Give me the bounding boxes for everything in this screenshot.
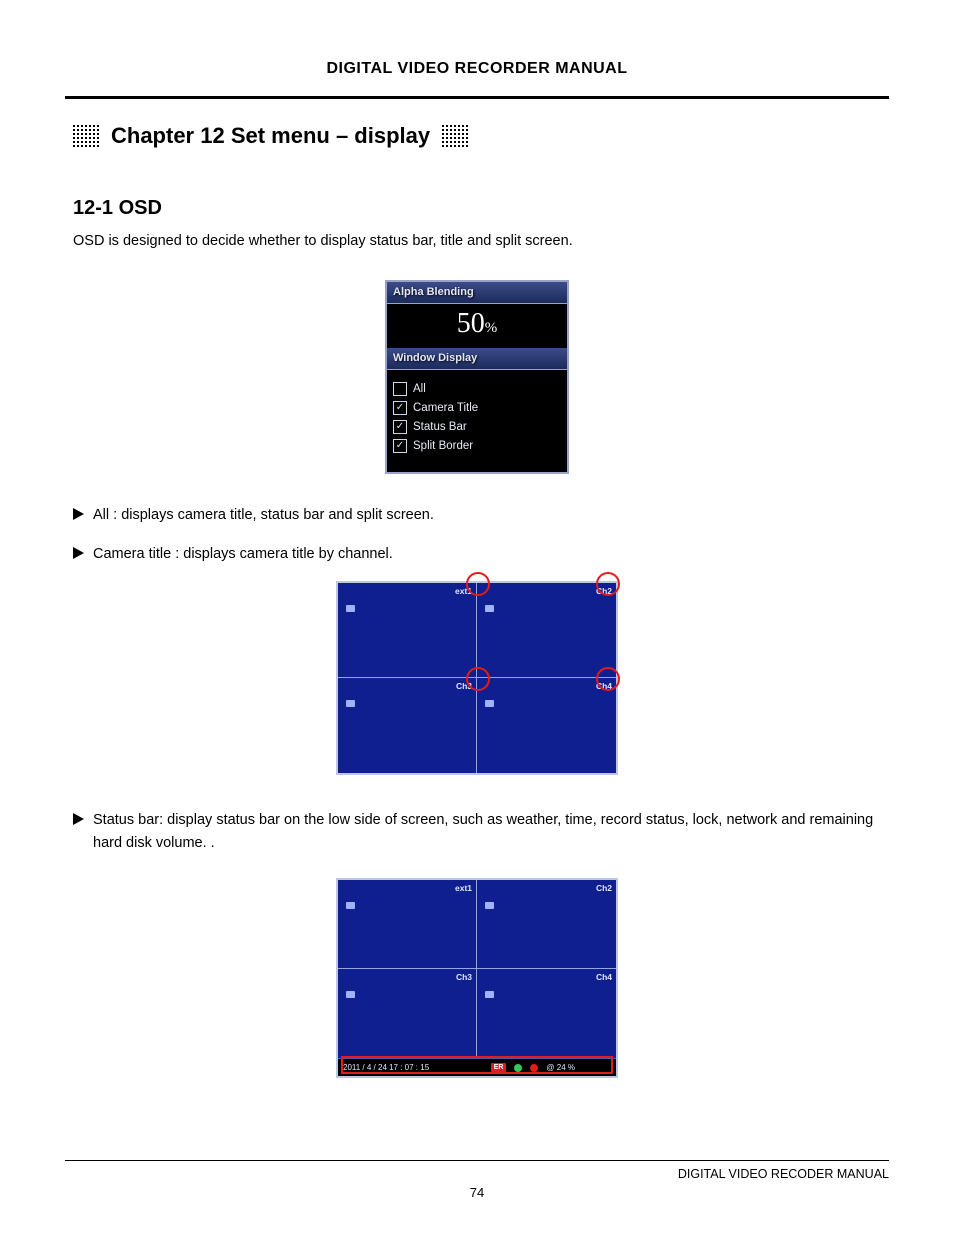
triangle-bullet-icon	[73, 813, 84, 825]
osd-panel-body: All ✓ Camera Title ✓ Status Bar ✓ Split …	[387, 370, 567, 472]
osd-alpha-suffix: %	[485, 320, 498, 336]
osd-row-all[interactable]: All	[393, 382, 561, 396]
section-intro: OSD is designed to decide whether to dis…	[73, 230, 881, 252]
status-green-icon	[514, 1064, 522, 1072]
camera-icon	[485, 991, 494, 998]
osd-label-status-bar: Status Bar	[413, 421, 467, 433]
channel-label-1: ext1	[455, 883, 472, 893]
bullet-camera-title: Camera title : displays camera title by …	[73, 543, 881, 565]
camera-icon	[346, 902, 355, 909]
dvr-cell-2: Ch2	[477, 583, 616, 678]
bullet-status-bar: Status bar: display status bar on the lo…	[73, 809, 881, 854]
osd-alpha-heading: Alpha Blending	[387, 282, 567, 304]
channel-label-2: Ch2	[596, 586, 612, 596]
dvr-grid: ext1 Ch2 Ch3 Ch4	[338, 880, 616, 1058]
camera-icon	[485, 605, 494, 612]
bullet-all-text: All : displays camera title, status bar …	[93, 504, 434, 526]
channel-label-4: Ch4	[596, 972, 612, 982]
triangle-bullet-icon	[73, 508, 84, 520]
osd-label-all: All	[413, 383, 426, 395]
status-red-icon	[530, 1064, 538, 1072]
checkbox-camera-title[interactable]: ✓	[393, 401, 407, 415]
bullet-all: All : displays camera title, status bar …	[73, 504, 881, 526]
osd-window-heading: Window Display	[387, 348, 567, 370]
footer-rule	[65, 1160, 889, 1161]
status-er-badge: ER	[491, 1063, 507, 1072]
channel-label-3: Ch3	[456, 972, 472, 982]
dvr-cell-4: Ch4	[477, 969, 616, 1058]
camera-icon	[346, 991, 355, 998]
bullet-camera-title-text: Camera title : displays camera title by …	[93, 543, 393, 565]
dvr-cell-4: Ch4	[477, 678, 616, 773]
osd-panel-figure: Alpha Blending 50% Window Display All ✓ …	[73, 280, 881, 474]
triangle-bullet-icon	[73, 547, 84, 559]
camera-icon	[346, 700, 355, 707]
chapter-title: Chapter 12 Set menu – display	[111, 123, 430, 149]
footer-text: DIGITAL VIDEO RECODER MANUAL	[65, 1167, 889, 1181]
header-rule	[65, 96, 889, 99]
osd-alpha-number: 50	[457, 308, 485, 339]
osd-alpha-value[interactable]: 50%	[387, 304, 567, 348]
dvr-cell-3: Ch3	[338, 969, 477, 1058]
page-footer: DIGITAL VIDEO RECODER MANUAL 74	[65, 1148, 889, 1200]
camera-icon	[346, 605, 355, 612]
channel-label-1: ext1	[455, 586, 472, 596]
camera-icon	[485, 902, 494, 909]
status-disk: @ 24 %	[546, 1063, 575, 1072]
dvr-cell-1: ext1	[338, 583, 477, 678]
channel-label-3: Ch3	[456, 681, 472, 691]
checkbox-all[interactable]	[393, 382, 407, 396]
section-title: 12-1 OSD	[73, 197, 881, 220]
page-content: Chapter 12 Set menu – display 12-1 OSD O…	[65, 123, 889, 1078]
dvr-screen-2: ext1 Ch2 Ch3 Ch4 2011 / 4 / 24 17 : 07	[336, 878, 618, 1078]
ornament-left-icon	[73, 125, 99, 147]
checkbox-status-bar[interactable]: ✓	[393, 420, 407, 434]
dvr-camera-title-figure: ext1 Ch2 Ch3 Ch4	[73, 581, 881, 775]
dvr-cell-2: Ch2	[477, 880, 616, 969]
dvr-cell-1: ext1	[338, 880, 477, 969]
dvr-cell-3: Ch3	[338, 678, 477, 773]
chapter-heading-row: Chapter 12 Set menu – display	[73, 123, 881, 149]
osd-row-split-border[interactable]: ✓ Split Border	[393, 439, 561, 453]
osd-panel: Alpha Blending 50% Window Display All ✓ …	[385, 280, 569, 474]
bullet-status-bar-text: Status bar: display status bar on the lo…	[93, 809, 881, 854]
checkbox-split-border[interactable]: ✓	[393, 439, 407, 453]
dvr-status-bar-figure: ext1 Ch2 Ch3 Ch4 2011 / 4 / 24 17 : 07	[73, 878, 881, 1078]
status-datetime: 2011 / 4 / 24 17 : 07 : 15	[343, 1063, 429, 1072]
page-number: 74	[65, 1185, 889, 1200]
camera-icon	[485, 700, 494, 707]
dvr-status-bar: 2011 / 4 / 24 17 : 07 : 15 ER @ 24 %	[338, 1058, 616, 1076]
dvr-screen-1: ext1 Ch2 Ch3 Ch4	[336, 581, 618, 775]
osd-label-split-border: Split Border	[413, 440, 473, 452]
osd-row-status-bar[interactable]: ✓ Status Bar	[393, 420, 561, 434]
channel-label-4: Ch4	[596, 681, 612, 691]
osd-row-camera-title[interactable]: ✓ Camera Title	[393, 401, 561, 415]
osd-label-camera-title: Camera Title	[413, 402, 478, 414]
ornament-right-icon	[442, 125, 468, 147]
page-header-title: DIGITAL VIDEO RECORDER MANUAL	[65, 60, 889, 78]
channel-label-2: Ch2	[596, 883, 612, 893]
dvr-grid: ext1 Ch2 Ch3 Ch4	[338, 583, 616, 773]
